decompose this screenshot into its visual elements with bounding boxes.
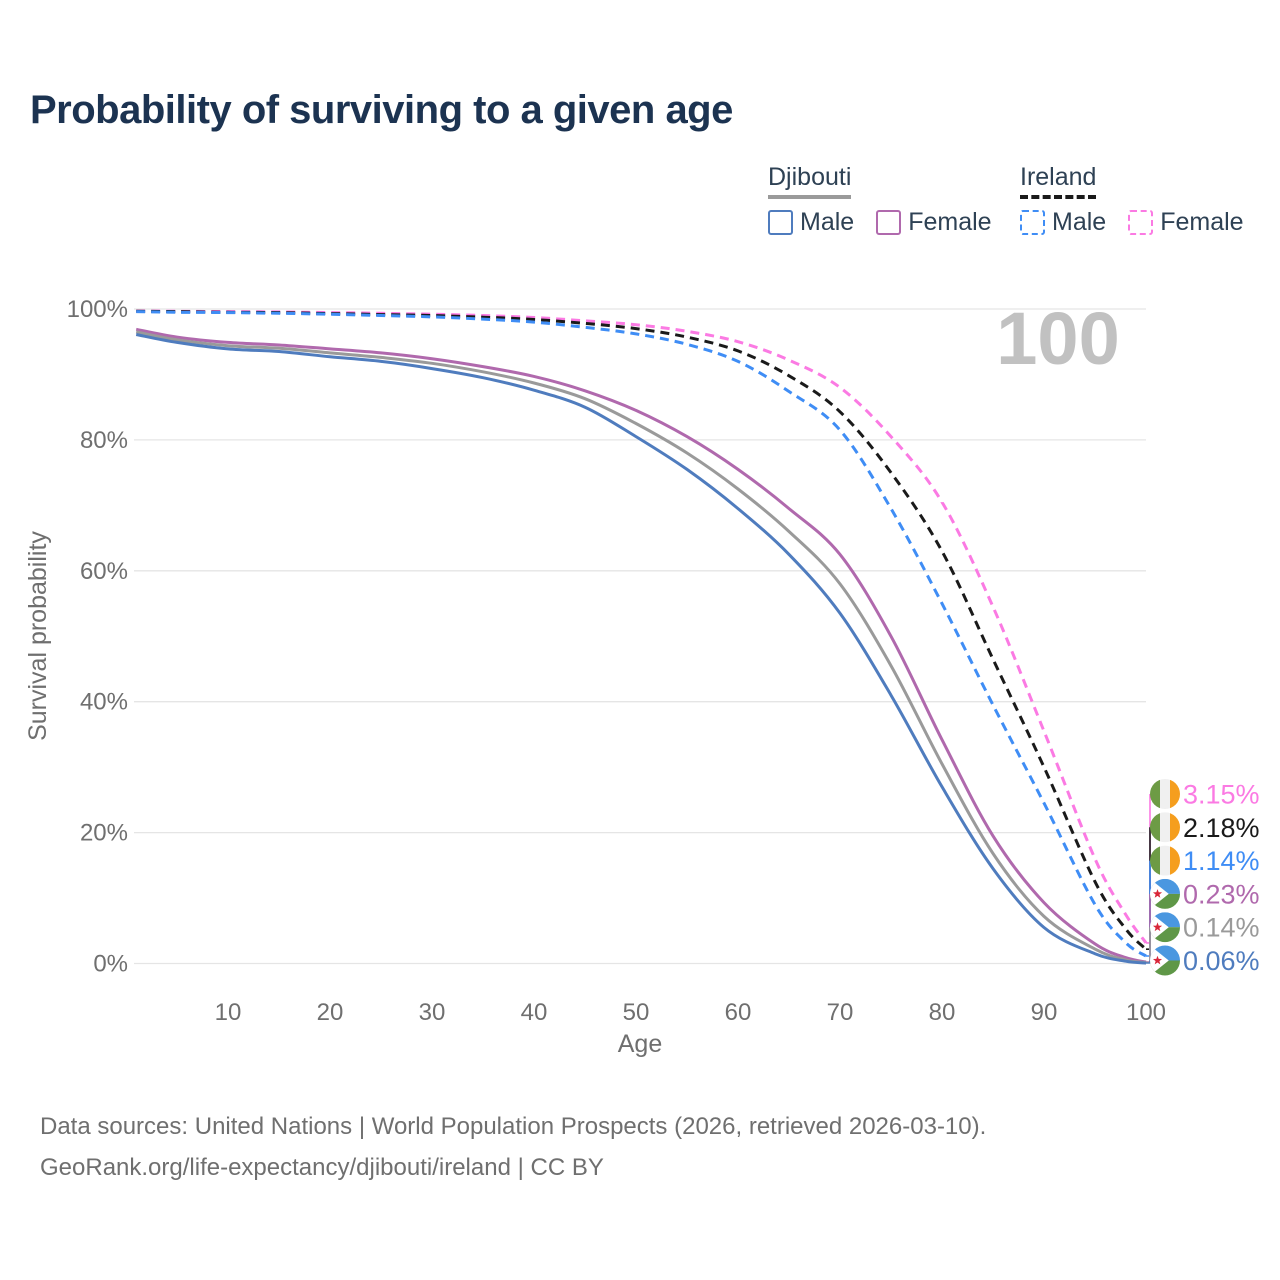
y-axis-title: Survival probability xyxy=(24,531,52,741)
x-axis-title: Age xyxy=(618,1030,662,1058)
legend-label-ireland-male: Male xyxy=(1052,208,1107,236)
ireland-flag-icon xyxy=(1150,845,1180,876)
end-label-djibouti-female: 0.23% xyxy=(1183,879,1260,909)
legend-country-djibouti: Djibouti xyxy=(768,163,852,199)
end-connector-djibouti-male xyxy=(1146,960,1151,964)
legend-group-ireland: Ireland Male Female xyxy=(1020,163,1244,237)
x-tick-label-60: 60 xyxy=(725,999,752,1026)
x-tick-label-50: 50 xyxy=(623,999,650,1026)
legend-group-djibouti: Djibouti Male Female xyxy=(768,163,992,237)
end-label-ireland-male: 1.14% xyxy=(1183,846,1260,876)
watermark-age-100: 100 xyxy=(996,297,1119,380)
y-tick-label-40: 40% xyxy=(80,689,128,716)
x-tick-label-10: 10 xyxy=(215,999,242,1026)
legend-swatch-djibouti-male xyxy=(768,210,793,235)
legend-swatch-ireland-male xyxy=(1020,210,1045,235)
end-label-ireland-female: 3.15% xyxy=(1183,780,1260,810)
ireland-flag-icon xyxy=(1150,812,1180,843)
y-tick-label-100: 100% xyxy=(67,296,128,323)
djibouti-flag-icon xyxy=(1150,945,1180,976)
legend-country-ireland: Ireland xyxy=(1020,163,1097,199)
djibouti-flag-icon xyxy=(1150,878,1180,909)
x-tick-label-80: 80 xyxy=(929,999,956,1026)
curve-djibouti-female xyxy=(135,327,1147,964)
legend-items-ireland: Male Female xyxy=(1020,208,1244,237)
legend-label-djibouti-male: Male xyxy=(800,208,855,236)
x-tick-label-90: 90 xyxy=(1031,999,1058,1026)
x-tick-label-70: 70 xyxy=(827,999,854,1026)
y-tick-label-80: 80% xyxy=(80,427,128,454)
ireland-flag-icon xyxy=(1150,779,1180,809)
curve-djibouti-male xyxy=(135,333,1147,965)
curve-ireland-male xyxy=(136,310,1147,958)
x-tick-label-30: 30 xyxy=(419,999,446,1026)
page-title: Probability of surviving to a given age xyxy=(30,88,733,132)
legend-items-djibouti: Male Female xyxy=(768,208,992,237)
legend-item-ireland-female[interactable]: Female xyxy=(1128,208,1244,237)
legend-label-djibouti-female: Female xyxy=(908,208,992,236)
x-tick-label-40: 40 xyxy=(521,999,548,1026)
curve-ireland-female xyxy=(136,309,1148,944)
legend-label-ireland-female: Female xyxy=(1160,208,1244,236)
curve-djibouti-total xyxy=(135,330,1147,965)
x-tick-label-20: 20 xyxy=(317,999,344,1026)
legend-item-djibouti-male[interactable]: Male xyxy=(768,208,854,237)
x-tick-label-100: 100 xyxy=(1126,999,1166,1026)
star-icon xyxy=(1152,922,1163,932)
djibouti-flag-icon xyxy=(1150,912,1180,943)
end-label-djibouti-total: 0.14% xyxy=(1183,913,1260,943)
legend-swatch-ireland-female xyxy=(1128,210,1154,235)
legend-swatch-djibouti-female xyxy=(876,210,902,235)
y-tick-label-60: 60% xyxy=(80,558,128,585)
footer-url-line: GeoRank.org/life-expectancy/djibouti/ire… xyxy=(40,1154,604,1181)
y-tick-label-20: 20% xyxy=(80,820,128,847)
legend-item-djibouti-female[interactable]: Female xyxy=(876,208,992,237)
end-label-djibouti-male: 0.06% xyxy=(1183,946,1260,976)
y-tick-label-0: 0% xyxy=(93,951,128,978)
footer: Data sources: United Nations | World Pop… xyxy=(40,1106,986,1188)
legend-item-ireland-male[interactable]: Male xyxy=(1020,208,1106,237)
end-connector-djibouti-total xyxy=(1146,927,1151,964)
footer-source-line: Data sources: United Nations | World Pop… xyxy=(40,1113,987,1140)
star-icon xyxy=(1152,889,1163,898)
star-icon xyxy=(1152,955,1163,965)
end-label-ireland-total: 2.18% xyxy=(1183,813,1260,843)
